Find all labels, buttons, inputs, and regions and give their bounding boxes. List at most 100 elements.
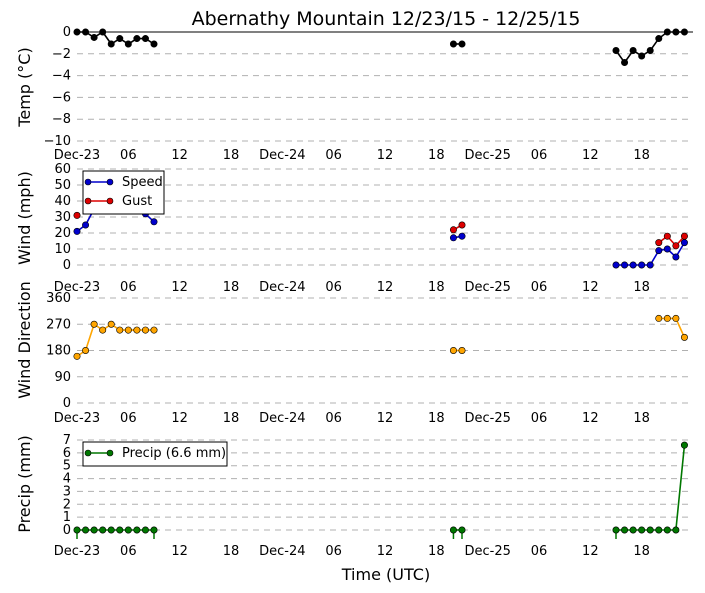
x-tick-label: 06 — [325, 411, 342, 426]
x-tick-label: 18 — [428, 280, 445, 295]
data-point — [621, 526, 629, 534]
data-point — [672, 28, 680, 36]
data-point — [458, 40, 466, 48]
x-tick-label: Dec-23 — [54, 280, 100, 295]
data-point — [449, 526, 457, 534]
x-tick-label: 12 — [582, 148, 599, 163]
data-point — [133, 35, 141, 43]
x-tick-label: Dec-25 — [464, 280, 510, 295]
data-point — [612, 47, 620, 55]
data-point — [458, 221, 466, 229]
x-tick-label: 06 — [325, 544, 342, 559]
x-tick-label: 18 — [223, 411, 240, 426]
y-tick-label: −8 — [52, 112, 71, 127]
series-line — [76, 322, 154, 357]
y-tick-label: 1 — [63, 510, 71, 525]
panel-3: 0 90 180 270 360 Wind Direction Dec-23 06 12 18 De… — [15, 281, 693, 426]
data-point — [133, 526, 141, 534]
data-point — [82, 526, 90, 534]
y-tick-label: −6 — [52, 90, 71, 105]
x-tick-label: 12 — [171, 148, 188, 163]
y-tick-label: −2 — [52, 47, 71, 62]
y-tick-label: 0 — [63, 258, 71, 273]
legend-marker — [84, 178, 92, 186]
y-tick-label: 2 — [63, 497, 71, 512]
legend-marker — [106, 178, 114, 186]
y-tick-label: 4 — [63, 472, 71, 487]
x-tick-label: 06 — [531, 544, 548, 559]
data-point — [116, 35, 124, 43]
x-tick-label: 12 — [171, 544, 188, 559]
x-tick-label: Dec-25 — [464, 148, 510, 163]
data-point — [638, 261, 646, 269]
series-line — [658, 235, 686, 248]
y-tick-label: 90 — [54, 370, 71, 385]
y-tick-label: 20 — [54, 226, 71, 241]
y-tick-label: 180 — [46, 344, 71, 359]
data-point — [672, 314, 680, 322]
data-point — [90, 33, 98, 41]
y-tick-label: 0 — [63, 523, 71, 538]
legend-marker — [84, 197, 92, 205]
data-point — [124, 326, 132, 334]
data-point — [638, 52, 646, 60]
y-tick-label: −10 — [44, 134, 71, 149]
data-point — [90, 526, 98, 534]
y-tick-label: 30 — [54, 210, 71, 225]
data-point — [655, 247, 663, 255]
y-tick-label: 5 — [63, 459, 71, 474]
data-point — [124, 40, 132, 48]
x-tick-label: 12 — [377, 148, 394, 163]
x-tick-label: 12 — [377, 411, 394, 426]
x-tick-label: 12 — [582, 280, 599, 295]
data-point — [646, 526, 654, 534]
data-point — [99, 28, 107, 36]
y-axis-label: Temp (°C) — [15, 47, 34, 127]
legend-label: Gust — [122, 194, 152, 209]
legend-label: Precip (6.6 mm) — [122, 446, 226, 461]
x-tick-label: 06 — [120, 544, 137, 559]
data-point — [680, 333, 688, 341]
data-point — [680, 441, 688, 449]
data-point — [82, 346, 90, 354]
data-point — [663, 314, 671, 322]
y-tick-label: 0 — [63, 25, 71, 40]
x-tick-label: 18 — [633, 411, 650, 426]
y-tick-label: 270 — [46, 317, 71, 332]
data-point — [90, 320, 98, 328]
data-point — [150, 40, 158, 48]
x-tick-label: 06 — [120, 411, 137, 426]
data-point — [150, 218, 158, 226]
data-point — [73, 211, 81, 219]
x-tick-label: 06 — [325, 148, 342, 163]
data-point — [680, 28, 688, 36]
data-point — [449, 346, 457, 354]
y-tick-label: −4 — [52, 69, 71, 84]
x-tick-label: Dec-23 — [54, 411, 100, 426]
x-tick-label: 18 — [428, 411, 445, 426]
data-point — [638, 526, 646, 534]
x-tick-label: 12 — [377, 280, 394, 295]
data-point — [612, 261, 620, 269]
data-point — [629, 261, 637, 269]
data-point — [672, 242, 680, 250]
data-point — [82, 221, 90, 229]
y-axis-label: Wind (mph) — [15, 171, 34, 265]
x-tick-label: 12 — [171, 280, 188, 295]
data-point — [655, 314, 663, 322]
chart-title: Abernathy Mountain 12/23/15 - 12/25/15 — [192, 8, 581, 30]
legend-marker — [84, 449, 92, 457]
data-point — [646, 47, 654, 55]
data-point — [621, 261, 629, 269]
data-point — [116, 526, 124, 534]
x-tick-label: 06 — [531, 411, 548, 426]
x-tick-label: 18 — [633, 544, 650, 559]
data-point — [124, 526, 132, 534]
x-tick-label: 06 — [531, 148, 548, 163]
data-point — [663, 232, 671, 240]
data-point — [150, 526, 158, 534]
x-tick-label: Dec-25 — [464, 544, 510, 559]
